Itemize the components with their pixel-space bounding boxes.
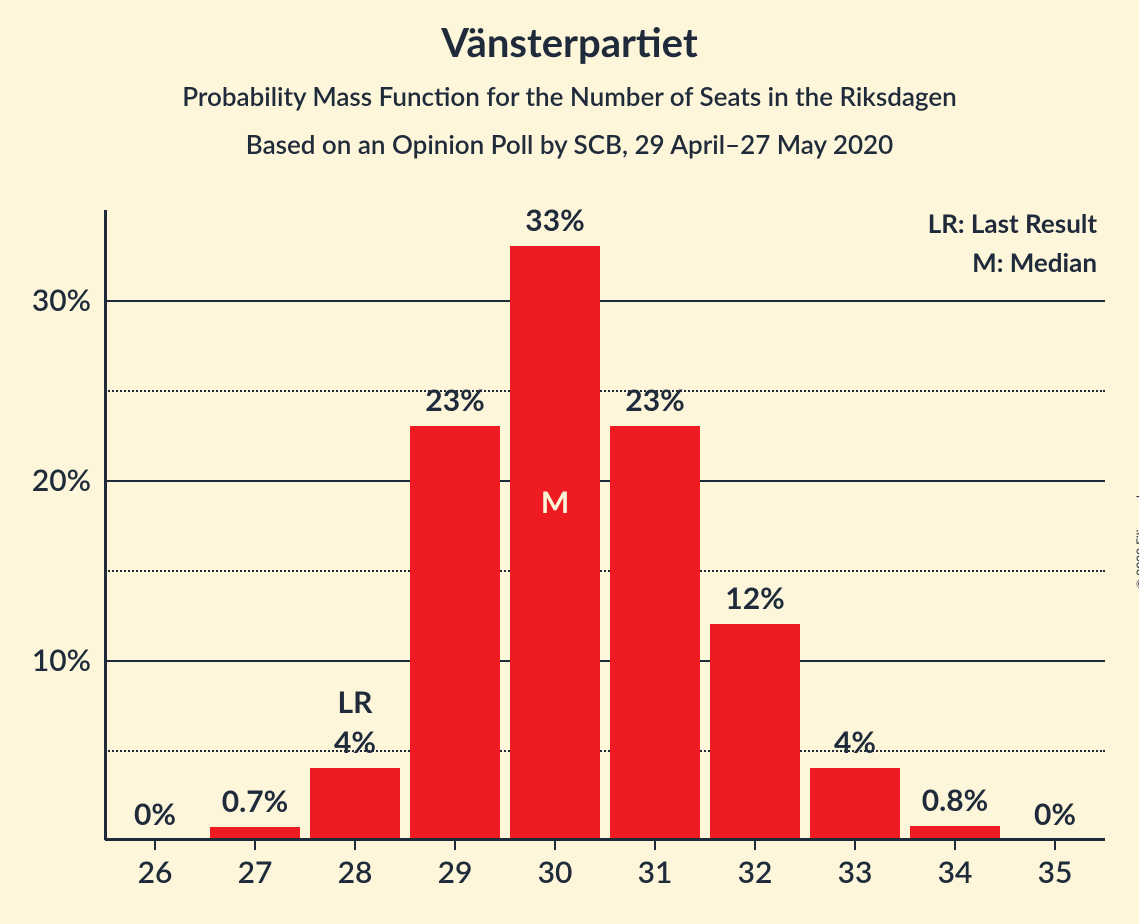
bar: 4%LR	[310, 768, 400, 840]
legend-m: M: Median	[928, 243, 1097, 282]
y-tick-label: 30%	[32, 282, 105, 318]
x-tick-label: 26	[138, 840, 173, 890]
bar-value-label: 0%	[1034, 796, 1076, 832]
lr-annotation: LR	[338, 684, 373, 720]
bar: 23%	[410, 426, 500, 840]
median-annotation: M	[541, 484, 569, 520]
bar: 23%	[610, 426, 700, 840]
bar: 33%M	[510, 246, 600, 840]
bar-value-label: 23%	[425, 382, 484, 418]
x-tick-label: 27	[238, 840, 273, 890]
chart-container: Vänsterpartiet Probability Mass Function…	[0, 0, 1139, 924]
chart-subtitle-2: Based on an Opinion Poll by SCB, 29 Apri…	[0, 128, 1139, 160]
plot-area: 0%0.7%4%LR23%33%M23%12%4%0.8%0% 10%20%30…	[105, 210, 1105, 840]
x-tick-label: 33	[838, 840, 873, 890]
x-tick-label: 28	[338, 840, 373, 890]
x-tick-label: 30	[538, 840, 573, 890]
x-tick-label: 29	[438, 840, 473, 890]
bar: 4%	[810, 768, 900, 840]
y-tick-label: 10%	[32, 642, 105, 678]
chart-subtitle-1: Probability Mass Function for the Number…	[0, 80, 1139, 112]
x-tick-label: 35	[1038, 840, 1073, 890]
copyright-text: © 2020 Filip van Laenen	[1133, 460, 1139, 589]
legend-lr: LR: Last Result	[928, 204, 1097, 243]
bar-value-label: 12%	[725, 580, 784, 616]
bar-value-label: 0.7%	[222, 783, 289, 819]
x-tick-label: 34	[938, 840, 973, 890]
bar: 12%	[710, 624, 800, 840]
bar-value-label: 0%	[134, 796, 176, 832]
bars-group: 0%0.7%4%LR23%33%M23%12%4%0.8%0%	[105, 210, 1105, 840]
x-tick-label: 32	[738, 840, 773, 890]
bar-value-label: 33%	[525, 202, 584, 238]
legend: LR: Last Result M: Median	[928, 204, 1097, 282]
x-tick-label: 31	[638, 840, 673, 890]
bar-value-label: 4%	[334, 724, 376, 760]
y-tick-label: 20%	[32, 462, 105, 498]
bar-value-label: 4%	[834, 724, 876, 760]
bar-value-label: 23%	[625, 382, 684, 418]
chart-title: Vänsterpartiet	[0, 18, 1139, 66]
bar-value-label: 0.8%	[922, 782, 989, 818]
